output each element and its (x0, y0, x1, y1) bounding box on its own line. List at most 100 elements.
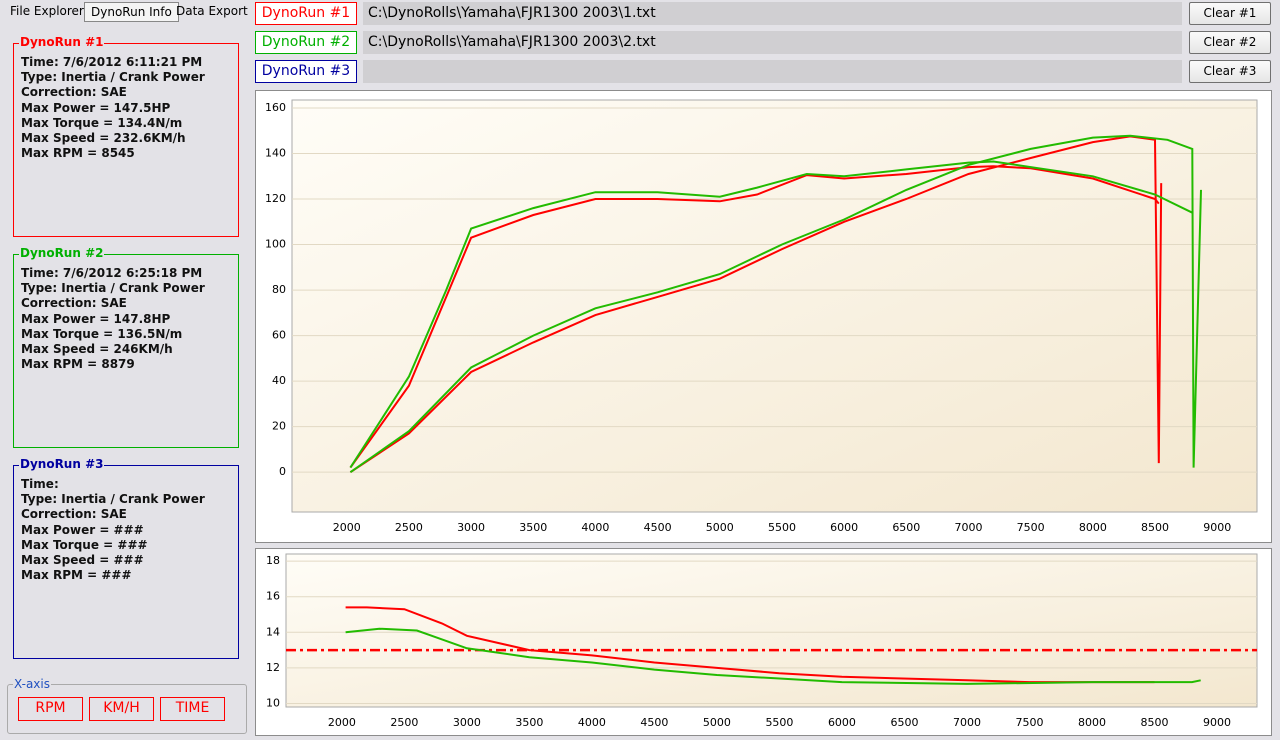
x-tick-label: 8500 (1140, 716, 1168, 729)
y-tick-label: 16 (266, 590, 280, 603)
y-tick-label: 60 (272, 329, 286, 342)
info-line: Max Speed = 246KM/h (21, 342, 173, 357)
x-tick-label: 4000 (581, 521, 609, 534)
x-tick-label: 8500 (1141, 521, 1169, 534)
y-tick-label: 160 (265, 101, 286, 114)
info-line: Type: Inertia / Crank Power (21, 70, 205, 85)
info-line: Type: Inertia / Crank Power (21, 492, 205, 507)
xaxis-button[interactable]: RPM (18, 697, 83, 721)
clear-button[interactable]: Clear #1 (1189, 2, 1271, 25)
info-line: Max RPM = 8879 (21, 357, 135, 372)
x-tick-label: 8000 (1079, 521, 1107, 534)
info-line: Max Torque = 134.4N/m (21, 115, 183, 130)
run-group: DynoRun #3 Time: Type: Inertia / Crank Pow… (13, 457, 239, 659)
x-tick-label: 7000 (954, 521, 982, 534)
x-tick-label: 4500 (640, 716, 668, 729)
x-tick-label: 9000 (1203, 716, 1231, 729)
series-line (345, 627, 1201, 685)
xaxis-button[interactable]: KM/H (89, 697, 154, 721)
info-line: Correction: SAE (21, 507, 127, 522)
run-label: DynoRun #3 (255, 60, 357, 83)
info-line: Max Speed = 232.6KM/h (21, 131, 186, 146)
info-line: Max RPM = ### (21, 568, 132, 583)
x-tick-label: 4500 (644, 521, 672, 534)
tab[interactable]: DynoRun Info (84, 2, 179, 22)
plot-area (285, 553, 1258, 708)
info-line: Max Power = 147.8HP (21, 311, 171, 326)
x-tick-label: 6000 (828, 716, 856, 729)
group-title: DynoRun #1 (19, 35, 105, 49)
x-tick-label: 8000 (1078, 716, 1106, 729)
y-tick-label: 10 (266, 696, 280, 709)
y-tick-label: 80 (272, 283, 286, 296)
y-tick-label: 12 (266, 661, 280, 674)
info-line: Max Power = 147.5HP (21, 100, 171, 115)
tab[interactable]: Data Export (176, 4, 248, 18)
info-line: Max Torque = 136.5N/m (21, 326, 183, 341)
x-tick-label: 6500 (892, 521, 920, 534)
run-group: DynoRun #1 Time: 7/6/2012 6:11:21 PM Type:… (13, 35, 239, 237)
y-tick-label: 140 (265, 146, 286, 159)
x-tick-label: 5500 (765, 716, 793, 729)
x-tick-label: 5000 (703, 716, 731, 729)
x-tick-label: 9000 (1203, 521, 1231, 534)
x-tick-label: 2000 (328, 716, 356, 729)
run-label: DynoRun #1 (255, 2, 357, 25)
x-tick-label: 4000 (578, 716, 606, 729)
xaxis-button[interactable]: TIME (160, 697, 225, 721)
x-tick-label: 5500 (768, 521, 796, 534)
y-tick-label: 14 (266, 625, 280, 638)
group-title: DynoRun #2 (19, 246, 105, 260)
plot-area (291, 99, 1258, 513)
tab[interactable]: File Explorer (10, 4, 84, 18)
info-line: Time: 7/6/2012 6:11:21 PM (21, 55, 203, 69)
group-body: Time: Type: Inertia / Crank Power Correcti… (14, 477, 238, 583)
file-path: C:\DynoRolls\Yamaha\FJR1300 2003\1.txt (363, 2, 1182, 25)
info-line: Max Torque = ### (21, 537, 148, 552)
x-tick-label: 3000 (457, 521, 485, 534)
x-tick-label: 7500 (1017, 521, 1045, 534)
group-title: DynoRun #3 (19, 457, 105, 471)
series-line (345, 606, 1155, 684)
info-line: Correction: SAE (21, 85, 127, 100)
info-line: Time: (21, 477, 59, 491)
info-line: Time: 7/6/2012 6:25:18 PM (21, 266, 203, 280)
x-tick-label: 3000 (453, 716, 481, 729)
group-body: Time: 7/6/2012 6:25:18 PM Type: Inertia /… (14, 266, 238, 372)
clear-button[interactable]: Clear #2 (1189, 31, 1271, 54)
chart-panel: 0 20 40 60 80 100 120 140 160 2000 2500 3000 3500 400… (255, 90, 1272, 543)
run-group: DynoRun #2 Time: 7/6/2012 6:25:18 PM Type:… (13, 246, 239, 448)
x-tick-label: 3500 (515, 716, 543, 729)
y-tick-label: 0 (279, 465, 286, 478)
info-line: Correction: SAE (21, 296, 127, 311)
info-line: Max Power = ### (21, 522, 144, 537)
group-body: Time: 7/6/2012 6:11:21 PM Type: Inertia /… (14, 55, 238, 161)
info-line: Type: Inertia / Crank Power (21, 281, 205, 296)
x-tick-label: 2500 (395, 521, 423, 534)
series-line (349, 160, 1193, 469)
y-tick-label: 40 (272, 374, 286, 387)
info-line: Max Speed = ### (21, 553, 144, 568)
series-line (349, 134, 1202, 474)
chart-panel: 10 12 14 16 18 2000 2500 3000 3500 4000 4500 5000 55… (255, 548, 1272, 736)
y-tick-label: 20 (272, 420, 286, 433)
x-tick-label: 7500 (1015, 716, 1043, 729)
x-tick-label: 6000 (830, 521, 858, 534)
x-tick-label: 3500 (519, 521, 547, 534)
x-tick-label: 5000 (706, 521, 734, 534)
run-label: DynoRun #2 (255, 31, 357, 54)
y-tick-label: 100 (265, 238, 286, 251)
group-title: X-axis (13, 677, 51, 691)
x-tick-label: 7000 (953, 716, 981, 729)
series-line (349, 165, 1160, 469)
chart: 0 20 40 60 80 100 120 140 160 2000 2500 3000 3500 400… (265, 99, 1258, 534)
clear-button[interactable]: Clear #3 (1189, 60, 1271, 83)
x-tick-label: 2500 (390, 716, 418, 729)
info-line: Max RPM = 8545 (21, 146, 135, 161)
x-tick-label: 6500 (890, 716, 918, 729)
y-tick-label: 18 (266, 554, 280, 567)
chart: 10 12 14 16 18 2000 2500 3000 3500 4000 4500 5000 55… (266, 553, 1258, 729)
file-path: C:\DynoRolls\Yamaha\FJR1300 2003\2.txt (363, 31, 1182, 54)
file-path (363, 60, 1182, 83)
